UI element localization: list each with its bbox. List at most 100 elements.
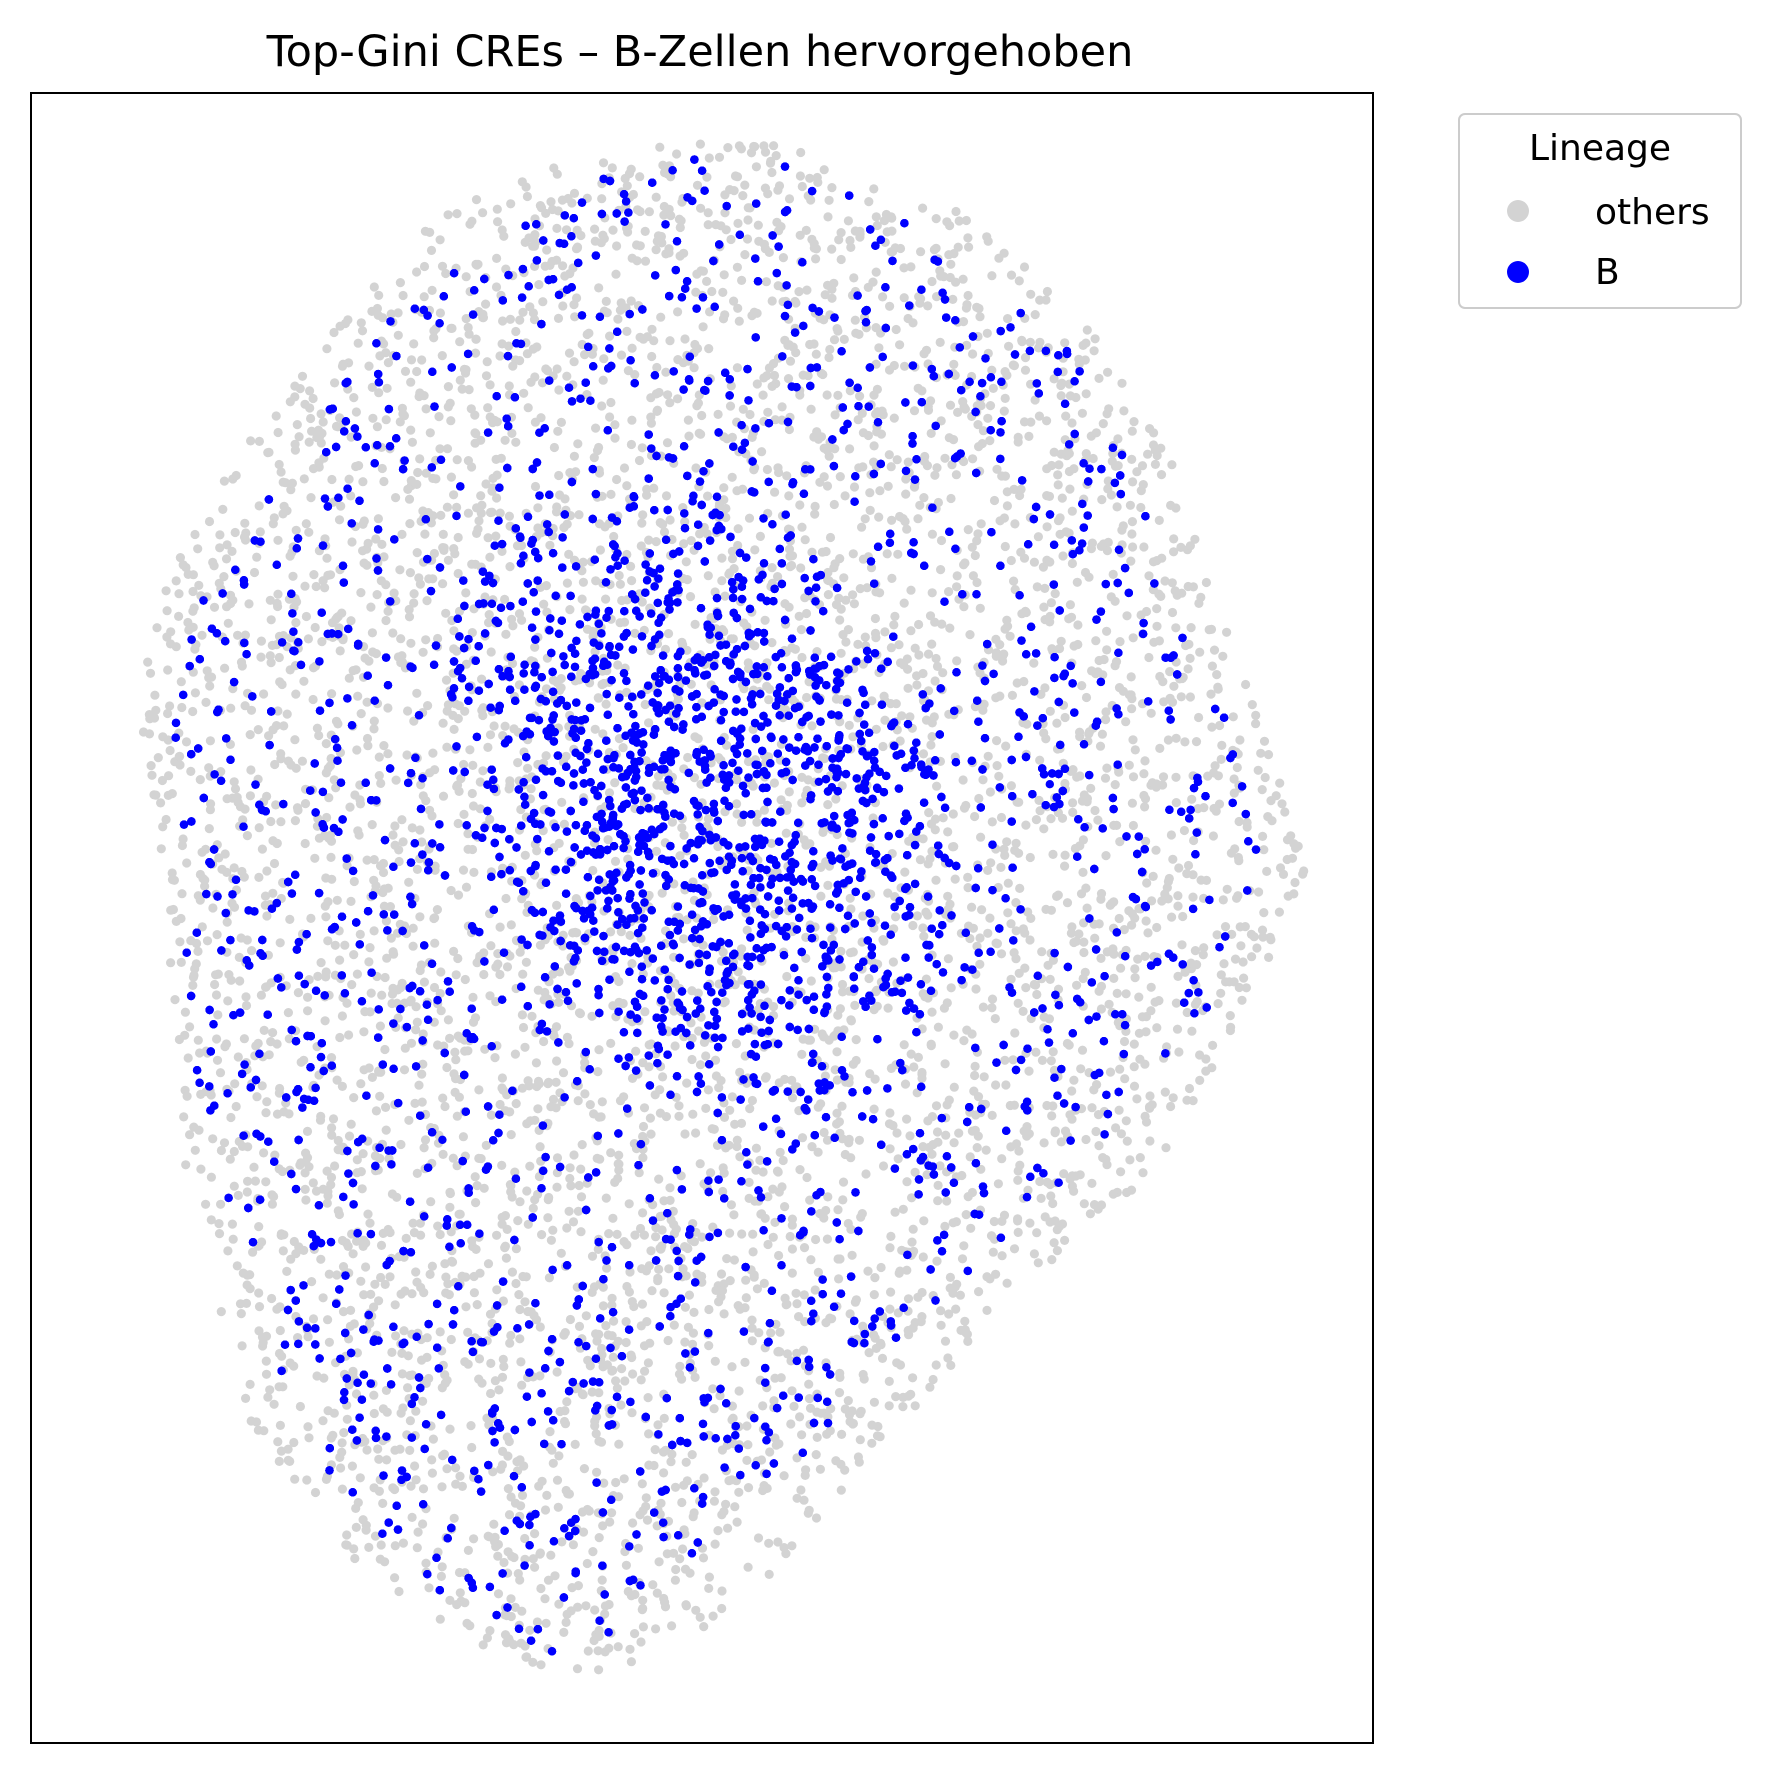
point-others [871, 587, 881, 597]
point-others [301, 1195, 311, 1205]
point-others [760, 615, 770, 625]
point-others [1234, 816, 1244, 827]
point-others [908, 920, 918, 931]
point-others [939, 1003, 950, 1013]
point-others [610, 433, 620, 443]
point-others [610, 856, 621, 867]
point-others [481, 479, 491, 489]
point-others [752, 817, 762, 827]
point-others [870, 613, 881, 624]
point-others [555, 490, 565, 500]
point-others [1111, 657, 1122, 667]
point-others [379, 339, 389, 349]
point-others [262, 911, 272, 921]
point-others [1143, 928, 1153, 938]
point-others [572, 225, 582, 235]
point-others [190, 964, 200, 974]
point-others [490, 1053, 500, 1063]
point-others [245, 1379, 255, 1389]
point-others [1036, 1193, 1046, 1203]
point-others [764, 695, 774, 705]
point-others [914, 619, 924, 630]
point-others [471, 1198, 481, 1208]
point-others [787, 1268, 797, 1278]
point-others [493, 217, 503, 227]
point-others [212, 930, 222, 940]
point-others [1091, 636, 1101, 646]
point-others [266, 1037, 276, 1047]
point-others [663, 390, 673, 400]
point-others [301, 611, 311, 622]
point-others [792, 1453, 802, 1463]
point-others [400, 1043, 410, 1053]
point-others [409, 716, 419, 726]
point-others [732, 262, 743, 272]
point-others [138, 727, 149, 737]
point-others [774, 1250, 784, 1261]
point-others [855, 584, 865, 594]
point-others [1098, 670, 1108, 680]
point-others [675, 251, 685, 261]
point-others [1101, 851, 1111, 861]
point-others [467, 1236, 477, 1246]
point-others [363, 1209, 373, 1219]
point-others [765, 1447, 775, 1457]
point-others [260, 891, 271, 901]
point-others [437, 1482, 447, 1492]
point-others [811, 254, 821, 264]
point-others [614, 1492, 624, 1502]
point-others [514, 1290, 524, 1300]
point-others [495, 508, 505, 518]
point-others [738, 191, 748, 201]
point-others [695, 1060, 706, 1070]
point-others [326, 1433, 336, 1443]
point-others [679, 830, 689, 840]
point-others [559, 1330, 569, 1340]
point-others [1238, 957, 1248, 967]
point-others [963, 233, 973, 243]
point-others [1167, 912, 1177, 922]
point-others [444, 1290, 454, 1300]
point-others [147, 770, 157, 780]
point-others [783, 374, 794, 384]
point-others [1122, 1187, 1132, 1198]
point-others [358, 477, 368, 487]
point-others [769, 370, 780, 381]
point-others [787, 1214, 798, 1224]
point-others [326, 852, 336, 863]
point-others [641, 1493, 651, 1503]
point-others [404, 604, 414, 615]
point-others [845, 444, 855, 454]
point-others [719, 270, 729, 280]
point-others [205, 805, 215, 815]
point-others [1090, 933, 1100, 943]
point-others [704, 1341, 714, 1351]
point-others [958, 274, 968, 284]
point-others [747, 1095, 758, 1106]
point-others [1052, 891, 1062, 902]
point-others [577, 1507, 588, 1517]
point-others [337, 361, 348, 371]
point-others [942, 1100, 952, 1110]
point-others [787, 1093, 798, 1103]
point-others [205, 736, 215, 746]
point-others [1065, 600, 1075, 610]
point-others [680, 1564, 691, 1574]
point-others [601, 296, 611, 306]
point-others [501, 893, 511, 904]
point-others [744, 1177, 754, 1187]
point-others [1254, 887, 1264, 897]
point-others [493, 959, 503, 969]
point-others [644, 1040, 654, 1050]
point-others [232, 1261, 242, 1271]
point-others [1220, 922, 1231, 932]
point-others [865, 505, 875, 515]
point-others [780, 1074, 790, 1084]
point-others [443, 382, 453, 392]
point-others [300, 838, 310, 849]
point-others [329, 775, 339, 785]
point-others [836, 228, 846, 238]
point-others [1081, 692, 1092, 703]
point-others [1212, 930, 1222, 940]
point-others [844, 1138, 854, 1148]
